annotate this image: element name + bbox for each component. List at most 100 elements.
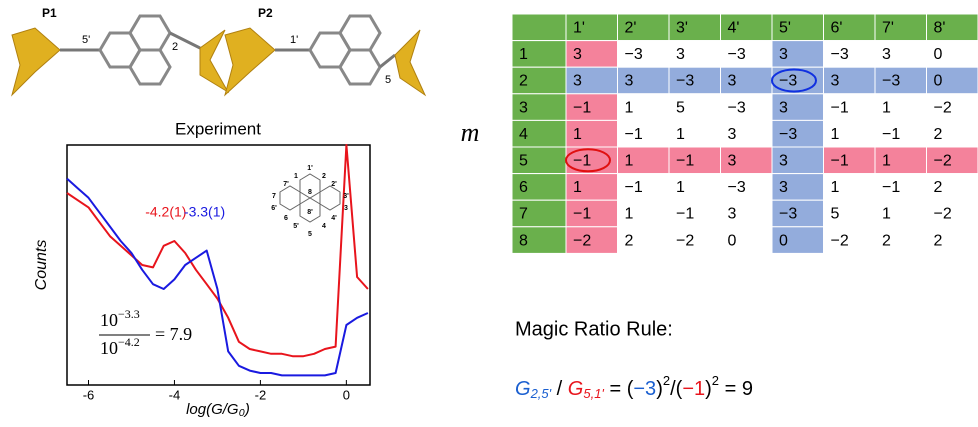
site-label: 1' <box>290 34 298 46</box>
cell-value: 1 <box>625 153 634 170</box>
cell-value: −3 <box>728 99 746 116</box>
cell-value: −2 <box>676 232 694 249</box>
cell-value: 1 <box>882 99 891 116</box>
inset-label: 2' <box>331 181 337 188</box>
formula-part: = 9 <box>719 378 753 400</box>
site-label: 5 <box>385 74 391 86</box>
cell-value: 2 <box>625 232 634 249</box>
cell-value: 3 <box>676 46 685 63</box>
inset-label: 6' <box>271 205 277 212</box>
formula-part: 2 <box>712 373 719 388</box>
formula-part: 2 <box>663 373 670 388</box>
cell-value: 0 <box>934 73 943 90</box>
row-header: 7 <box>519 206 528 223</box>
row-header: 5 <box>519 153 528 170</box>
cell-value: 1 <box>625 206 634 223</box>
rule-title: Magic Ratio Rule: <box>515 318 673 340</box>
cell-value: −2 <box>934 99 952 116</box>
cell-value: 1 <box>882 153 891 170</box>
column-header: 4' <box>728 20 740 37</box>
inset-label: 4 <box>322 223 326 230</box>
row-header: 8 <box>519 232 528 249</box>
cell-value: −3 <box>728 179 746 196</box>
cell-value: −2 <box>573 232 591 249</box>
cell-value: −2 <box>934 153 952 170</box>
inset-label: 3 <box>344 205 348 212</box>
x-tick-label: 0 <box>343 387 350 402</box>
inset-label: 8 <box>308 189 312 196</box>
inset-label: 5 <box>308 231 312 238</box>
site-label: 2 <box>172 41 178 53</box>
x-tick-label: -4 <box>169 387 181 402</box>
cell-value: 0 <box>728 232 737 249</box>
cell-value: 3 <box>573 73 582 90</box>
chart-title: Experiment <box>175 119 261 138</box>
cell-value: 5 <box>831 206 840 223</box>
row-header: 2 <box>519 73 528 90</box>
cell-value: −3 <box>779 206 797 223</box>
cell-value: 1 <box>573 126 582 143</box>
row-header: 1 <box>519 46 528 63</box>
rule-formula: G2,5' / G5,1' = (−3)2/(−1)2 = 9 <box>515 373 753 401</box>
formula-part: ) <box>705 378 712 400</box>
column-header: 3' <box>676 20 688 37</box>
cell-value: 1 <box>573 179 582 196</box>
peak-annotation: -3.3(1) <box>184 204 225 220</box>
cell-value: 2 <box>934 232 943 249</box>
cell-value: −3 <box>728 46 746 63</box>
cell-value: 3 <box>728 126 737 143</box>
molecule-p1 <box>12 16 228 95</box>
site-label: 5' <box>82 34 90 46</box>
cell-value: 1 <box>625 99 634 116</box>
cell-value: 2 <box>934 126 943 143</box>
cell-value: 1 <box>831 179 840 196</box>
formula-part: G <box>568 378 584 400</box>
inset-label: 4' <box>331 215 337 222</box>
cell-value: 3 <box>779 179 788 196</box>
peak-annotation: -4.2(1) <box>145 204 186 220</box>
cell-value: 3 <box>573 46 582 63</box>
ratio-result: = 7.9 <box>155 324 192 344</box>
cell-value: 3 <box>882 46 891 63</box>
cell-value: 3 <box>779 46 788 63</box>
cell-value: −2 <box>934 206 952 223</box>
inset-label: 7 <box>272 193 276 200</box>
table-cell <box>512 14 566 41</box>
cell-value: −3 <box>779 126 797 143</box>
matrix-symbol: m <box>461 118 480 147</box>
cell-value: −3 <box>882 73 900 90</box>
cell-value: 3 <box>728 206 737 223</box>
inset-label: 5' <box>293 223 299 230</box>
ratio-num-exp: −3.3 <box>118 307 140 321</box>
row-header: 4 <box>519 126 528 143</box>
cell-value: 1 <box>831 126 840 143</box>
cell-value: 2 <box>882 232 891 249</box>
molecule-label: P2 <box>258 6 273 20</box>
cell-value: −1 <box>882 179 900 196</box>
inset-label: 1' <box>307 165 313 172</box>
cell-value: −1 <box>625 126 643 143</box>
x-tick-label: -2 <box>255 387 267 402</box>
formula-part: −3 <box>633 378 656 400</box>
column-header: 6' <box>831 20 843 37</box>
inset-label: 2 <box>322 173 326 180</box>
cell-value: 5 <box>676 99 685 116</box>
inset-label: 7' <box>283 181 289 188</box>
cell-value: −1 <box>676 206 694 223</box>
x-tick-label: -6 <box>83 387 95 402</box>
cell-value: −1 <box>831 153 849 170</box>
cell-value: −1 <box>573 206 591 223</box>
ratio-num-base: 10 <box>100 310 118 330</box>
inset-label: 8' <box>307 209 313 216</box>
cell-value: 3 <box>779 99 788 116</box>
column-header: 2' <box>625 20 637 37</box>
cell-value: −1 <box>676 153 694 170</box>
y-axis-label: Counts <box>33 240 50 291</box>
inset-label: 6 <box>284 215 288 222</box>
cell-value: 1 <box>676 126 685 143</box>
column-header: 1' <box>573 20 585 37</box>
row-header: 6 <box>519 179 528 196</box>
formula-part: −1 <box>682 378 705 400</box>
cell-value: −3 <box>625 46 643 63</box>
